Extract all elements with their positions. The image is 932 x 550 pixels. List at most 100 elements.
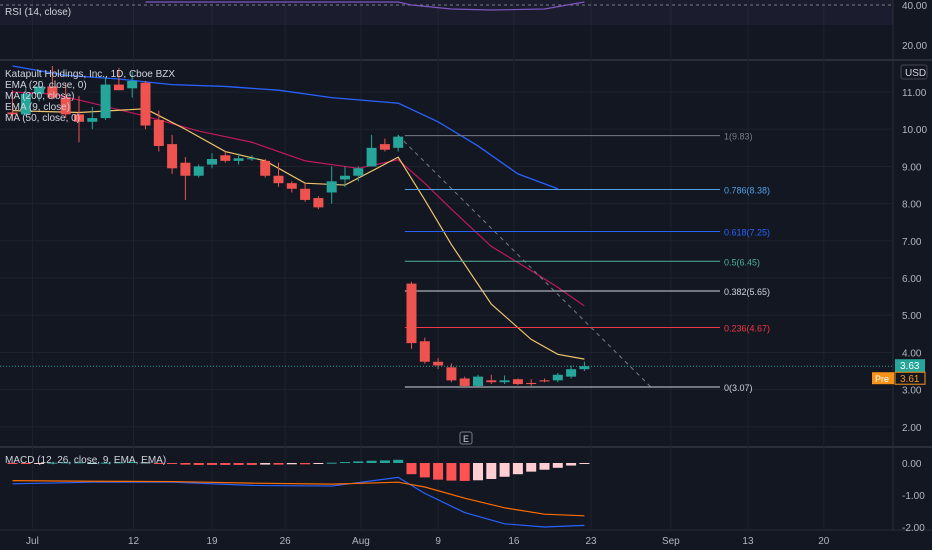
candle-body (379, 144, 390, 150)
macd-hist-bar (34, 463, 45, 464)
macd-hist-bar (446, 463, 457, 481)
pre-price-label: 3.61 (900, 374, 920, 385)
macd-hist-bar (260, 463, 271, 465)
fib-level-label: 0.236(4.67) (724, 324, 770, 334)
macd-hist-bar (366, 460, 377, 463)
macd-hist-bar (7, 463, 18, 464)
candle-body (87, 118, 98, 122)
time-tick-label: Aug (352, 536, 370, 547)
candle-body (7, 112, 18, 115)
candle-body (246, 158, 257, 160)
macd-hist-bar (340, 462, 350, 464)
candle-body (127, 80, 138, 89)
fib-level-label: 0(3.07) (724, 383, 753, 393)
macd-hist-bar (300, 463, 311, 465)
macd-hist-bar (393, 459, 404, 463)
macd-hist-bar (353, 461, 364, 463)
earnings-marker (459, 431, 473, 445)
last-price-label: 3.63 (900, 361, 920, 372)
candle-body (113, 84, 124, 91)
time-tick-label: 13 (742, 536, 754, 547)
candle-body (473, 376, 483, 386)
indicator-ema9[interactable]: EMA (9, close) (5, 102, 71, 113)
candle-body (459, 378, 470, 386)
macd-hist-bar (433, 463, 444, 480)
price-pane[interactable]: 1(9.83) 0.786(8.38) 0.618(7.25) 0.5(6.45) 0.… (0, 65, 893, 445)
candle-body (313, 198, 324, 208)
time-axis[interactable]: Jul 12 19 26 Aug 9 16 23 Sep 13 20 (26, 536, 830, 547)
indicator-ma200[interactable]: MA (200, close) (5, 91, 75, 102)
main-legend[interactable]: Katapult Holdings, Inc., 1D, Cboe BZX EM… (5, 69, 175, 124)
candle-body (100, 84, 111, 119)
macd-hist-bar (473, 463, 483, 481)
price-tick-label: 3.00 (902, 386, 922, 397)
macd-tick-label: 0.00 (902, 459, 922, 470)
macd-hist-bar (74, 462, 84, 464)
macd-hist-bar (20, 463, 31, 464)
price-tick-label: 7.00 (902, 237, 922, 248)
candle-body (486, 380, 497, 383)
earnings-marker-label: E (463, 434, 469, 444)
macd-hist-bar (193, 463, 204, 465)
time-tick-label: 16 (508, 536, 520, 547)
time-tick-label: 23 (585, 536, 597, 547)
indicator-ema20[interactable]: EMA (20, close, 0) (5, 80, 87, 91)
fib-level-label: 1(9.83) (724, 132, 753, 142)
signal-line (12, 480, 585, 517)
pre-label: Pre (875, 374, 889, 384)
currency-box (900, 64, 928, 80)
candle-body (419, 341, 430, 362)
candle-body (300, 188, 311, 200)
macd-hist-bar (220, 463, 231, 465)
macd-hist-bar (379, 460, 390, 463)
macd-hist-bar (60, 462, 71, 464)
price-tick-label: 9.00 (902, 162, 922, 173)
fib-level-label: 0.618(7.25) (724, 228, 770, 238)
rsi-tick-label: 40.00 (902, 1, 927, 12)
candle-body (393, 136, 404, 148)
rsi-pane (0, 0, 893, 25)
macd-hist-bar (167, 463, 178, 464)
macd-hist-bar (499, 463, 510, 477)
macd-hist-bar (100, 462, 111, 464)
candle-body (153, 119, 164, 146)
macd-hist-bar (127, 462, 138, 464)
candle-body (406, 283, 417, 344)
macd-hist-bar (579, 463, 590, 464)
macd-hist-bar (47, 462, 58, 464)
candle-body (512, 379, 523, 385)
macd-hist-bar (87, 463, 98, 464)
currency-label: USD (905, 68, 926, 79)
pre-price-tag (894, 371, 926, 385)
macd-hist-bar (207, 463, 217, 465)
grid (0, 0, 932, 531)
candle-body (326, 181, 337, 193)
price-tick-label: 11.00 (902, 88, 927, 99)
macd-legend: MACD (12, 26, close, 9, EMA, EMA) (5, 455, 166, 466)
macd-hist-bar (246, 463, 257, 465)
price-tick-label: 6.00 (902, 274, 922, 285)
macd-hist-bar (313, 463, 324, 464)
candle-body (526, 382, 537, 385)
macd-hist-bar (419, 463, 430, 478)
candle-body (566, 369, 577, 377)
fib-level-label: 0.5(6.45) (724, 257, 760, 267)
rsi-line (145, 1, 585, 11)
macd-hist-bar (406, 463, 417, 475)
macd-line (12, 476, 585, 528)
candle-body (140, 82, 151, 126)
candle-body (499, 380, 510, 383)
price-tick-label: 5.00 (902, 311, 922, 322)
macd-hist-bar (526, 463, 537, 472)
candle-body (167, 144, 178, 169)
candle-body (20, 93, 31, 115)
price-axis[interactable]: 11.00 10.00 9.00 8.00 7.00 6.00 5.00 4.00 3.00 2.… (872, 1, 928, 534)
indicator-ma50[interactable]: MA (50, close, 0) (5, 113, 81, 124)
macd-label: MACD (12, 26, close, 9, EMA, EMA) (5, 455, 167, 466)
time-tick-label: 9 (435, 536, 441, 547)
time-tick-label: Sep (662, 536, 680, 547)
macd-hist-bar (539, 463, 550, 470)
price-tick-label: 4.00 (902, 348, 922, 359)
price-tick-label: 8.00 (902, 200, 922, 211)
